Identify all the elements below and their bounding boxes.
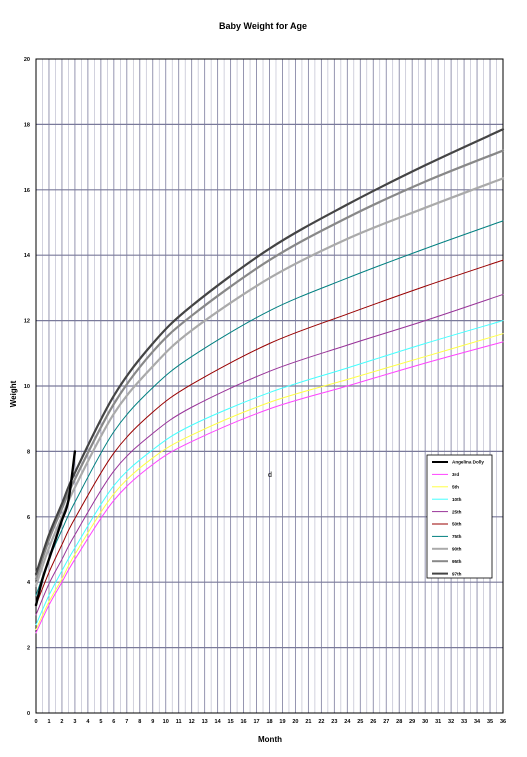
x-tick-label: 35: [487, 719, 493, 725]
legend-label: Angelina Dolly: [452, 460, 484, 465]
x-tick-label: 17: [253, 719, 259, 725]
x-tick-label: 23: [331, 719, 337, 725]
x-tick-label: 36: [500, 719, 506, 725]
x-tick-label: 7: [125, 719, 128, 725]
x-tick-label: 0: [34, 719, 37, 725]
x-tick-label: 10: [163, 719, 169, 725]
legend-label: 95th: [452, 559, 462, 564]
x-tick-label: 26: [370, 719, 376, 725]
legend-label: 50th: [452, 522, 462, 527]
x-tick-label: 22: [318, 719, 324, 725]
x-tick-label: 15: [228, 719, 234, 725]
x-tick-label: 33: [461, 719, 467, 725]
x-tick-label: 4: [86, 719, 90, 725]
y-tick-label: 10: [24, 384, 30, 390]
y-axis-title: Weight: [9, 380, 18, 407]
x-tick-label: 19: [279, 719, 285, 725]
x-tick-label: 11: [176, 719, 182, 725]
x-tick-label: 25: [357, 719, 363, 725]
x-tick-label: 16: [240, 719, 246, 725]
x-tick-label: 5: [99, 719, 102, 725]
series-line-75th: [35, 220, 504, 596]
legend: Angelina Dolly 3rd 5th 10th 25th 50th 75th 90th…: [426, 454, 493, 579]
x-tick-label: 8: [138, 719, 141, 725]
x-tick-label: 14: [215, 719, 222, 725]
y-tick-label: 4: [27, 580, 31, 586]
grid-layer: [36, 59, 503, 713]
x-tick-label: 29: [409, 719, 415, 725]
y-tick-label: 20: [24, 57, 30, 63]
x-axis-title: Month: [258, 735, 282, 744]
series-line-95th: [34, 149, 505, 581]
chart-annotation: d: [268, 472, 272, 479]
x-tick-label: 27: [383, 719, 389, 725]
series-layer: [34, 128, 505, 634]
series-line-5th: [35, 333, 504, 631]
x-tick-label: 3: [73, 719, 76, 725]
chart-title: Baby Weight for Age: [219, 21, 307, 31]
y-tick-label: 6: [27, 515, 30, 521]
x-tick-label: 24: [344, 719, 351, 725]
y-tick-label: 18: [24, 122, 30, 128]
y-tick-label: 0: [27, 711, 30, 717]
plot-frame: [35, 58, 504, 714]
x-tick-label: 6: [112, 719, 115, 725]
x-tick-label: 34: [474, 719, 481, 725]
legend-label: 97th: [452, 571, 462, 576]
legend-label: 10th: [452, 497, 462, 502]
x-tick-label: 31: [435, 719, 441, 725]
series-line-angelina-dolly: [34, 450, 77, 607]
x-tick-label: 9: [151, 719, 154, 725]
legend-label: 75th: [452, 534, 462, 539]
x-tick-label: 28: [396, 719, 402, 725]
x-tick-label: 12: [189, 719, 195, 725]
legend-label: 90th: [452, 547, 462, 552]
x-tick-label: 1: [47, 719, 50, 725]
series-line-50th: [35, 259, 504, 606]
y-tick-label: 16: [24, 188, 30, 194]
x-tick-label: 32: [448, 719, 454, 725]
y-tick-label: 14: [24, 253, 31, 259]
y-tick-label: 2: [27, 646, 30, 652]
x-tick-label: 20: [292, 719, 298, 725]
legend-label: 5th: [452, 485, 459, 490]
x-tick-label: 13: [202, 719, 208, 725]
x-tick-label: 21: [305, 719, 311, 725]
x-tick-label: 2: [60, 719, 63, 725]
legend-label: 3rd: [452, 472, 459, 477]
y-tick-label: 12: [24, 319, 30, 325]
series-line-25th: [35, 293, 504, 616]
legend-label: 25th: [452, 509, 462, 514]
x-tick-label: 18: [266, 719, 272, 725]
series-line-90th: [34, 177, 505, 587]
x-tick-label: 30: [422, 719, 428, 725]
series-line-3rd: [35, 341, 504, 634]
y-tick-label: 8: [27, 449, 30, 455]
series-line-97th: [34, 128, 505, 576]
series-line-10th: [35, 320, 504, 626]
legend-box: [426, 454, 493, 579]
legend-items: Angelina Dolly 3rd 5th 10th 25th 50th 75th 90th…: [432, 460, 484, 576]
